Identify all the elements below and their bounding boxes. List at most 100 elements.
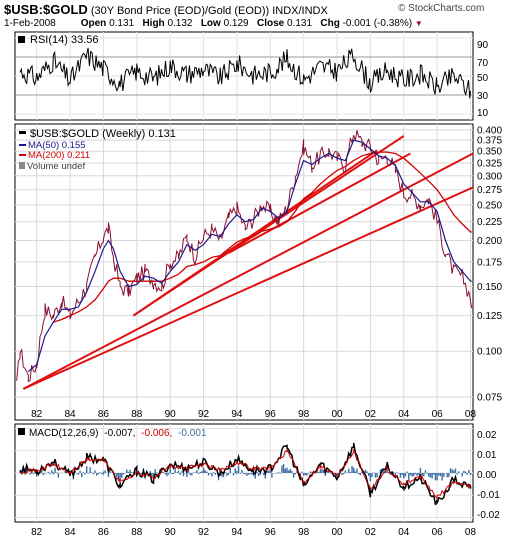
rsi-tick-90: 90 <box>477 40 489 51</box>
price-x-tick-label: 88 <box>131 409 143 420</box>
price-x-tick-label: 02 <box>365 409 377 420</box>
rsi-panel: RSI(14) 33.56 90 70 50 30 10 <box>14 31 489 121</box>
macd-x-tick-label: 02 <box>365 527 377 538</box>
macd-label: MACD(12,26,9) <box>29 428 98 439</box>
legend-ma50: MA(50) 0.155 <box>28 140 86 151</box>
price-x-tick-label: 84 <box>64 409 76 420</box>
rsi-label: RSI(14) 33.56 <box>30 34 98 46</box>
price-x-tick-label: 00 <box>331 409 343 420</box>
trendline <box>132 149 378 317</box>
legend-swatch-price <box>19 131 26 134</box>
macd-value: -0.007, <box>104 428 135 439</box>
price-y-tick-label: 0.275 <box>477 185 502 196</box>
macd-legend-swatch <box>18 428 25 435</box>
rsi-grid <box>15 32 473 120</box>
price-x-tick-label: 96 <box>265 409 277 420</box>
macd-x-tick-label: 04 <box>398 527 410 538</box>
macd-tick-0.02: 0.02 <box>477 430 497 441</box>
macd-x-tick-label: 94 <box>231 527 243 538</box>
macd-x-tick-label: 96 <box>265 527 277 538</box>
macd-x-tick-label: 84 <box>64 527 76 538</box>
legend-swatch-ma200 <box>19 154 26 156</box>
macd-hist-value: -0.001 <box>178 428 207 439</box>
price-x-tick-label: 94 <box>231 409 243 420</box>
price-x-tick-label: 06 <box>432 409 444 420</box>
macd-legend: MACD(12,26,9) -0.007, -0.006, -0.001 <box>29 428 207 439</box>
low-label: Low <box>200 18 221 29</box>
macd-x-tick-label: 86 <box>98 527 110 538</box>
site-watermark: © StockCharts.com <box>398 3 485 14</box>
price-x-tick-label: 04 <box>398 409 410 420</box>
price-y-tick-label: 0.250 <box>477 200 502 211</box>
date-label: 1-Feb-2008 <box>4 18 56 29</box>
price-y-tick-label: 0.300 <box>477 171 502 182</box>
close-label: Close <box>256 18 285 29</box>
macd-x-tick-label: 92 <box>198 527 210 538</box>
macd-x-tick-label: 90 <box>165 527 177 538</box>
chg-down-icon: ▼ <box>414 19 423 28</box>
legend-ma200: MA(200) 0.211 <box>28 150 90 161</box>
rsi-tick-70: 70 <box>477 58 489 69</box>
price-x-tick-label: 92 <box>198 409 210 420</box>
chg-label: Chg <box>320 18 340 29</box>
ma50-line <box>27 139 472 373</box>
exchange-label: INDX/INDX <box>272 5 328 17</box>
symbol-label: $USB:$GOLD <box>4 2 88 17</box>
price-frame <box>14 123 474 421</box>
price-y-tick-label: 0.075 <box>477 393 502 404</box>
price-x-tick-label: 98 <box>298 409 310 420</box>
price-y-tick-label: 0.325 <box>477 159 502 170</box>
trendline <box>228 152 411 254</box>
legend-volume: Volume undef <box>27 161 85 172</box>
quote-line: 1-Feb-2008 Open 0.131 High 0.132 Low 0.1… <box>4 18 423 29</box>
open-label: Open <box>80 18 107 29</box>
rsi-tick-50: 50 <box>477 73 489 84</box>
description-label: (30Y Bond Price (EOD)/Gold (EOD)) <box>90 5 270 17</box>
price-y-tick-label: 0.350 <box>477 147 502 158</box>
price-y-tick-label: 0.100 <box>477 347 502 358</box>
rsi-legend-swatch <box>18 36 25 43</box>
macd-x-tick-label: 88 <box>131 527 143 538</box>
price-x-tick-label: 90 <box>165 409 177 420</box>
trendlines <box>22 135 474 390</box>
legend-price: $USB:$GOLD (Weekly) 0.131 <box>30 128 176 140</box>
rsi-line <box>19 47 471 99</box>
high-label: High <box>142 18 165 29</box>
price-grid <box>15 124 473 420</box>
macd-tick-neg-0.02: -0.02 <box>477 510 500 521</box>
high-value: 0.132 <box>167 18 193 29</box>
macd-signal-line <box>19 448 471 500</box>
price-y-tick-label: 0.375 <box>477 136 502 147</box>
price-line <box>16 130 473 383</box>
price-y-tick-label: 0.125 <box>477 311 502 322</box>
open-value: 0.131 <box>109 18 135 29</box>
trendline <box>22 186 474 390</box>
macd-x-tick-label: 00 <box>331 527 343 538</box>
macd-x-tick-label: 82 <box>31 527 43 538</box>
price-x-tick-label: 86 <box>98 409 110 420</box>
chart-header: $USB:$GOLD (30Y Bond Price (EOD)/Gold (E… <box>4 2 484 17</box>
x-axis-labels: 82 82 84 84 86 86 88 88 90 90 92 92 94 94 96 96 98 98 00 00… <box>31 409 476 538</box>
price-y-tick-label: 0.400 <box>477 125 502 136</box>
chg-value: -0.001 (-0.38%) <box>342 18 413 29</box>
macd-tick-0.00: 0.00 <box>477 470 497 481</box>
legend-swatch-ma50 <box>19 144 26 146</box>
macd-tick-neg-0.01: -0.01 <box>477 490 500 501</box>
low-value: 0.129 <box>223 18 249 29</box>
macd-x-tick-label: 08 <box>465 527 477 538</box>
legend-swatch-volume <box>19 162 25 169</box>
macd-tick-0.01: 0.01 <box>477 450 497 461</box>
price-x-tick-label: 08 <box>465 409 477 420</box>
macd-panel: MACD(12,26,9) -0.007, -0.006, -0.001 0.0… <box>14 423 500 523</box>
price-x-tick-label: 82 <box>31 409 43 420</box>
close-value: 0.131 <box>286 18 313 29</box>
macd-x-tick-label: 06 <box>432 527 444 538</box>
rsi-tick-30: 30 <box>477 91 489 102</box>
macd-signal-value: -0.006, <box>141 428 172 439</box>
trendline <box>22 152 474 390</box>
price-y-tick-label: 0.200 <box>477 236 502 247</box>
macd-x-tick-label: 98 <box>298 527 310 538</box>
